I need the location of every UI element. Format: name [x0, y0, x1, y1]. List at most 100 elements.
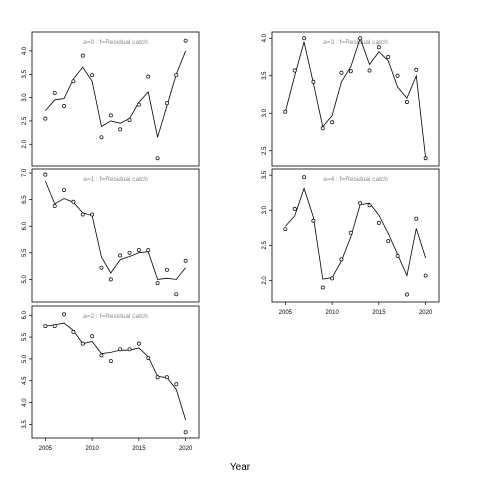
observed-point: [339, 257, 344, 262]
observed-point: [183, 258, 188, 263]
observed-point: [52, 324, 57, 329]
observed-point: [320, 126, 325, 131]
observed-point: [127, 250, 132, 255]
observed-point: [52, 204, 57, 208]
observed-point: [302, 36, 307, 41]
panel-label: a=2 : f=Residual catch: [83, 313, 148, 320]
y-tick-label: 3.5: [262, 170, 268, 179]
observed-point: [367, 68, 372, 73]
x-tick-label: 2010: [325, 310, 339, 316]
observed-point: [386, 55, 391, 59]
observed-point: [136, 102, 141, 107]
y-tick-label: 2.5: [262, 240, 268, 249]
observed-point: [80, 53, 85, 58]
y-tick-label: 3.0: [262, 205, 268, 214]
panel-1: a=1 : f=Residual catch 5.0 5.5 6.0 6.5 7.0: [22, 168, 200, 303]
observed-point: [183, 430, 188, 435]
y-tick-label: 7.0: [22, 168, 28, 177]
observed-point: [358, 201, 363, 206]
observed-point: [376, 220, 381, 225]
panel-label: a=1 : f=Residual catch: [83, 176, 148, 183]
y-tick-label: 5.0: [22, 275, 28, 284]
observed-point: [90, 334, 95, 339]
observed-point: [71, 79, 76, 84]
observed-point: [339, 70, 344, 75]
observed-point: [108, 359, 113, 364]
observed-point: [146, 248, 151, 253]
observed-point: [80, 212, 85, 217]
observed-point: [108, 277, 113, 282]
fitted-line: [45, 50, 187, 138]
y-tick-label: 3.0: [22, 93, 28, 102]
observed-point: [330, 120, 335, 125]
y-tick-label: 2.5: [22, 116, 28, 125]
panel-label: a=0 : f=Residual catch: [83, 39, 148, 46]
panel-4: a=4 : f=Residual catch 2.0 2.5 3.0 3.5 2005 20…: [262, 168, 440, 316]
x-tick-label: 2020: [419, 310, 433, 316]
observed-point: [348, 230, 353, 235]
observed-point: [302, 175, 307, 180]
panel-label: a=3 : f=Residual catch: [323, 39, 388, 46]
observed-point: [155, 281, 160, 286]
observed-point: [146, 74, 151, 79]
panel-frame: [31, 305, 200, 439]
observed-point: [423, 273, 428, 278]
observed-point: [311, 79, 316, 84]
observed-point: [395, 253, 400, 258]
observed-point: [386, 239, 391, 244]
y-tick-label: 5.5: [22, 332, 28, 341]
observed-point: [183, 38, 188, 43]
observed-point: [118, 253, 123, 258]
y-tick-label: 3.5: [22, 420, 28, 429]
observed-point: [62, 188, 67, 192]
y-tick-label: 3.5: [22, 69, 28, 78]
observed-point: [146, 356, 151, 360]
observed-point: [174, 73, 179, 78]
observed-point: [52, 90, 57, 95]
observed-point: [155, 156, 160, 161]
observed-point: [71, 329, 76, 334]
panel-frame: [271, 168, 440, 303]
observed-point: [62, 312, 67, 317]
x-tick-label: 2005: [39, 446, 53, 452]
observed-point: [80, 341, 85, 346]
observed-point: [136, 341, 141, 346]
x-tick-label: 2020: [179, 446, 193, 452]
y-tick-label: 5.0: [22, 354, 28, 363]
observed-point: [404, 292, 409, 297]
observed-point: [108, 113, 113, 118]
observed-point: [376, 45, 381, 50]
panel-3: a=3 : f=Residual catch 2.5 3.0 3.5 4.0: [262, 31, 440, 167]
x-tick-label: 2010: [85, 446, 99, 452]
panel-frame: [31, 31, 200, 167]
observed-point: [43, 172, 48, 177]
observed-point: [164, 101, 169, 106]
observed-point: [164, 267, 169, 272]
y-tick-label: 2.0: [262, 276, 268, 285]
observed-point: [414, 216, 419, 221]
observed-point: [155, 375, 160, 380]
observed-point: [292, 68, 297, 73]
observed-point: [358, 36, 363, 41]
observed-point: [292, 206, 297, 211]
observed-point: [404, 100, 409, 104]
observed-point: [127, 118, 132, 122]
observed-point: [367, 203, 372, 208]
observed-point: [99, 135, 104, 140]
observed-point: [423, 156, 428, 161]
y-tick-label: 2.5: [262, 146, 268, 155]
y-tick-label: 5.5: [22, 248, 28, 257]
observed-point: [136, 248, 141, 253]
observed-point: [348, 69, 353, 74]
observed-point: [414, 67, 419, 72]
observed-point: [174, 382, 179, 387]
y-tick-label: 6.0: [22, 310, 28, 319]
observed-point: [330, 276, 335, 281]
y-tick-label: 4.0: [262, 33, 268, 42]
observed-point: [320, 285, 325, 290]
observed-point: [174, 292, 179, 297]
observed-point: [164, 375, 169, 380]
observed-point: [118, 127, 123, 132]
x-tick-label: 2015: [132, 446, 146, 452]
